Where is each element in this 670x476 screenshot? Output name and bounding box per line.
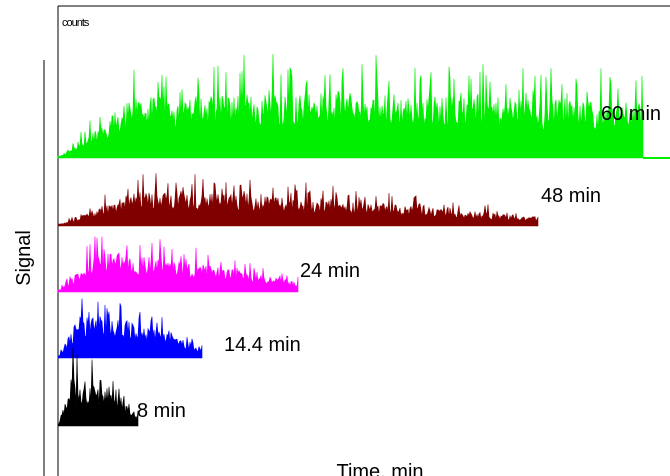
trace-48-min <box>57 173 539 227</box>
trace-14-4-min <box>57 298 203 359</box>
trace-label: 14.4 min <box>224 334 301 356</box>
corner-label: counts <box>62 17 90 29</box>
trace-60-min <box>57 53 644 159</box>
x-axis-label: Time, min <box>336 461 423 476</box>
trace-8-min <box>57 346 139 427</box>
trace-label: 48 min <box>541 185 601 207</box>
trace-label: 60 min <box>601 103 661 125</box>
trace-label: 24 min <box>300 260 360 282</box>
trace-24-min <box>57 236 299 293</box>
trace-labels-group: 60 min 48 min 24 min 14.4 min 8 min <box>137 103 661 422</box>
y-axis-label: Signal <box>13 230 35 286</box>
traces-group <box>57 53 670 427</box>
trace-label: 8 min <box>137 400 186 422</box>
